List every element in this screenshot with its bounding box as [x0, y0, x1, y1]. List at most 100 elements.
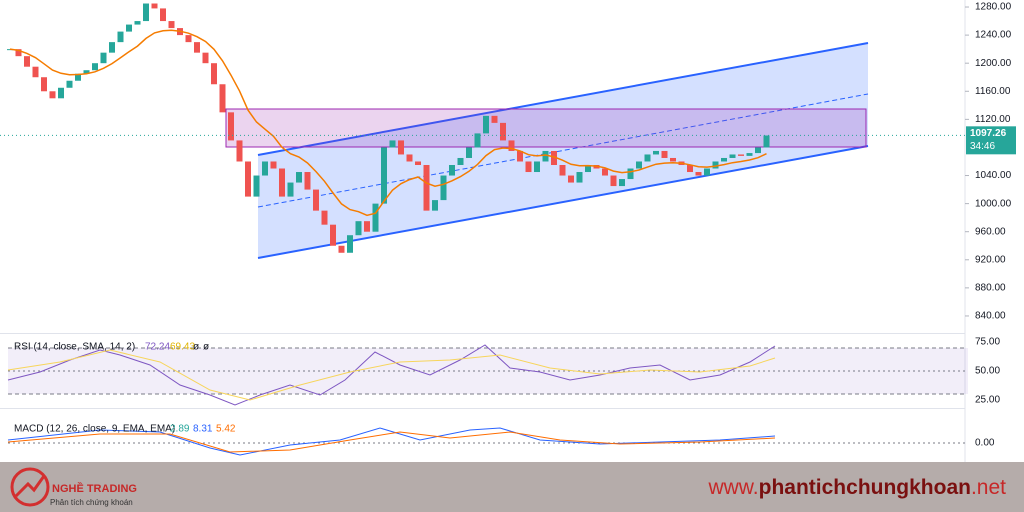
drawings: [225, 42, 869, 259]
y-tick-label: 880.00: [975, 283, 1006, 294]
channel: [258, 43, 868, 258]
candle: [75, 73, 81, 81]
candle: [32, 66, 39, 78]
url-prefix: www.: [707, 476, 758, 499]
candle: [568, 175, 574, 183]
candle: [211, 63, 217, 85]
candle: [644, 154, 651, 162]
rsi-value: 69.43: [170, 342, 195, 353]
candle: [219, 84, 226, 113]
candle: [449, 165, 455, 176]
candle: [117, 31, 124, 43]
price-tag: [966, 126, 1016, 155]
candle: [712, 161, 719, 169]
candles: [7, 3, 770, 253]
candle: [236, 140, 243, 162]
candle: [381, 147, 387, 204]
rsi-value: 72.24: [145, 342, 170, 353]
candle: [585, 165, 591, 173]
candle: [670, 157, 676, 162]
candle: [508, 140, 515, 151]
footer: [0, 462, 1024, 512]
candle: [66, 80, 73, 88]
candle: [330, 224, 336, 246]
candle: [755, 147, 761, 154]
moving-average: [9, 29, 767, 217]
candle: [134, 21, 141, 25]
rsi-line: [7, 344, 776, 406]
url-main: phantichchungkhoan: [759, 476, 971, 499]
rsi-label: RSI (14, close, SMA, 14, 2): [14, 342, 135, 353]
zone: [225, 108, 867, 148]
macd-value: 2.89: [170, 424, 190, 435]
candle: [245, 161, 251, 197]
candle: [746, 153, 753, 156]
countdown: 34:46: [970, 141, 995, 152]
url-suffix: .net: [971, 476, 1006, 499]
candle: [457, 157, 464, 165]
rsi-tick: 50.00: [975, 366, 1000, 377]
candle: [372, 203, 379, 232]
y-tick-label: 920.00: [975, 254, 1006, 265]
candle: [525, 161, 532, 173]
candle: [729, 154, 736, 158]
y-tick-label: 1200.00: [975, 58, 1012, 69]
candle: [270, 161, 277, 169]
candle: [347, 235, 353, 253]
y-tick-label: 1240.00: [975, 30, 1012, 41]
candle: [661, 150, 668, 158]
logo: [10, 467, 50, 507]
y-tick-label: 840.00: [975, 311, 1006, 322]
candle: [602, 168, 608, 176]
candle: [619, 179, 625, 187]
candle: [160, 8, 166, 22]
url: www.phantichchungkhoan.net: [707, 476, 1006, 499]
candle: [313, 189, 319, 211]
candle: [721, 157, 727, 162]
candle: [517, 150, 523, 162]
candle: [483, 115, 489, 134]
candle: [389, 140, 396, 148]
candle: [126, 24, 132, 32]
macd-line: [7, 427, 776, 456]
candle: [279, 168, 285, 197]
logo-arrow: [14, 475, 46, 498]
tagline: Phân tích chứng khoán: [50, 498, 133, 507]
channel-mid: [257, 93, 869, 208]
price-axis: 1280.00 1240.00 1200.00 1160.00 1120.00 1040.…: [965, 2, 1016, 322]
candle: [194, 42, 200, 53]
candle: [228, 112, 234, 141]
rsi-sma: [7, 349, 776, 401]
y-tick-label: 1280.00: [975, 2, 1012, 13]
candle: [202, 52, 209, 64]
candle: [15, 49, 22, 57]
candle: [355, 221, 362, 236]
candle: [364, 221, 370, 232]
candle: [321, 210, 328, 225]
candle: [687, 165, 693, 173]
divider: [0, 408, 965, 409]
candle: [542, 150, 549, 162]
y-tick-label: 1040.00: [975, 170, 1012, 181]
candle: [406, 154, 413, 162]
candle: [24, 56, 30, 67]
candle: [185, 35, 192, 43]
candle: [491, 115, 498, 123]
candle: [41, 77, 47, 92]
candle: [338, 245, 345, 253]
channel-bottom: [257, 145, 869, 259]
candle: [695, 172, 702, 176]
channel-top: [257, 42, 869, 156]
candle: [287, 182, 294, 197]
candle: [704, 168, 710, 176]
candle: [627, 168, 634, 180]
y-tick-label: 1120.00: [975, 114, 1011, 125]
rsi-value: ø: [203, 342, 209, 353]
candle: [534, 161, 540, 173]
candle: [83, 70, 90, 74]
candle: [92, 63, 98, 71]
candle: [610, 175, 617, 187]
candle: [49, 91, 56, 99]
candle: [296, 172, 302, 183]
